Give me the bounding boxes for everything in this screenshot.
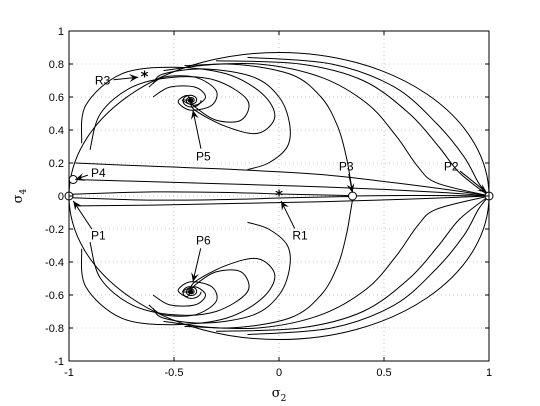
x-tick-label: -1: [64, 367, 74, 379]
y-tick-label: -0.2: [45, 224, 64, 236]
trajectory-line: [184, 62, 490, 197]
trajectory-line: [148, 75, 218, 111]
trajectories: [68, 51, 490, 341]
trajectory-line: [152, 286, 207, 307]
trajectory-line: [75, 162, 490, 197]
trajectory-line: [80, 66, 276, 144]
trajectory-line: [215, 195, 490, 332]
y-tick-label: -1: [54, 356, 64, 368]
y-tick-label: 0.8: [49, 59, 64, 71]
annotation-label: P1: [91, 229, 106, 243]
annotation-label: P4: [91, 166, 106, 180]
y-tick-label: -0.4: [45, 257, 64, 269]
trajectory-line: [352, 194, 490, 197]
annotation-arrow: [192, 248, 202, 282]
trajectory-line: [152, 221, 291, 324]
annotation-arrowhead: [75, 173, 86, 181]
annotations: R3 P4 P5 P3 P2 P1 R1 P6: [72, 74, 488, 282]
trajectory-line: [152, 85, 207, 106]
annotation-label: R1: [292, 229, 308, 243]
y-tick-label: -0.6: [45, 290, 64, 302]
annotation-arrow: [192, 110, 202, 149]
trajectory-line: [80, 248, 276, 326]
annotation-label: P2: [444, 159, 459, 173]
annotation-label: P5: [196, 149, 211, 163]
trajectory-line: [247, 56, 490, 197]
y-tick-label: 1: [58, 26, 64, 38]
trajectory-line: [68, 195, 353, 201]
annotation-label: R3: [95, 74, 111, 88]
trajectory-line: [68, 191, 353, 197]
x-tick-label: 0.5: [376, 367, 391, 379]
trajectory-line: [89, 76, 250, 150]
annotation-arrowhead: [477, 184, 487, 193]
annotation-arrowhead: [281, 200, 289, 211]
y-axis-label: σ4: [11, 188, 29, 203]
x-tick-label: 0: [276, 367, 282, 379]
y-tick-label: 0.6: [49, 92, 64, 104]
trajectory-line: [163, 195, 354, 329]
annotation-label: P6: [196, 234, 211, 248]
annotation-arrow: [72, 200, 93, 230]
trajectory-line: [247, 195, 490, 336]
y-tick-label: 0: [58, 191, 64, 203]
annotation-arrow: [459, 170, 488, 194]
annotation-arrowhead: [73, 200, 82, 211]
y-tick-label: 0.2: [49, 158, 64, 170]
x-tick-label: 1: [486, 367, 492, 379]
ticks: -1 -0.5 0 0.5 1 -1 -0.8 -0.6 -0.4 -0.2 0 0.2 0.4 0.6 0…: [45, 26, 492, 379]
annotation-arrowhead: [191, 272, 199, 282]
annotation-label: P3: [339, 159, 354, 173]
spiral-focus: [182, 94, 202, 108]
y-tick-label: 0.4: [49, 125, 64, 137]
x-axis-label: σ2: [272, 386, 287, 404]
annotation-arrowhead: [346, 183, 355, 193]
trajectory-line: [89, 242, 250, 316]
trajectory-line: [215, 60, 490, 197]
x-tick-label: -0.5: [165, 367, 184, 379]
annotation-arrowhead: [128, 74, 139, 83]
y-tick-label: -0.8: [45, 323, 64, 335]
trajectory-line: [73, 179, 490, 197]
annotation-arrowhead: [190, 110, 199, 120]
trajectory-line: [152, 68, 291, 171]
trajectory-line: [184, 195, 490, 330]
fixed-point-marker: [348, 191, 357, 201]
star-point-marker: *: [275, 186, 283, 204]
spiral-focus: [182, 286, 202, 299]
star-point-marker: *: [141, 68, 149, 86]
